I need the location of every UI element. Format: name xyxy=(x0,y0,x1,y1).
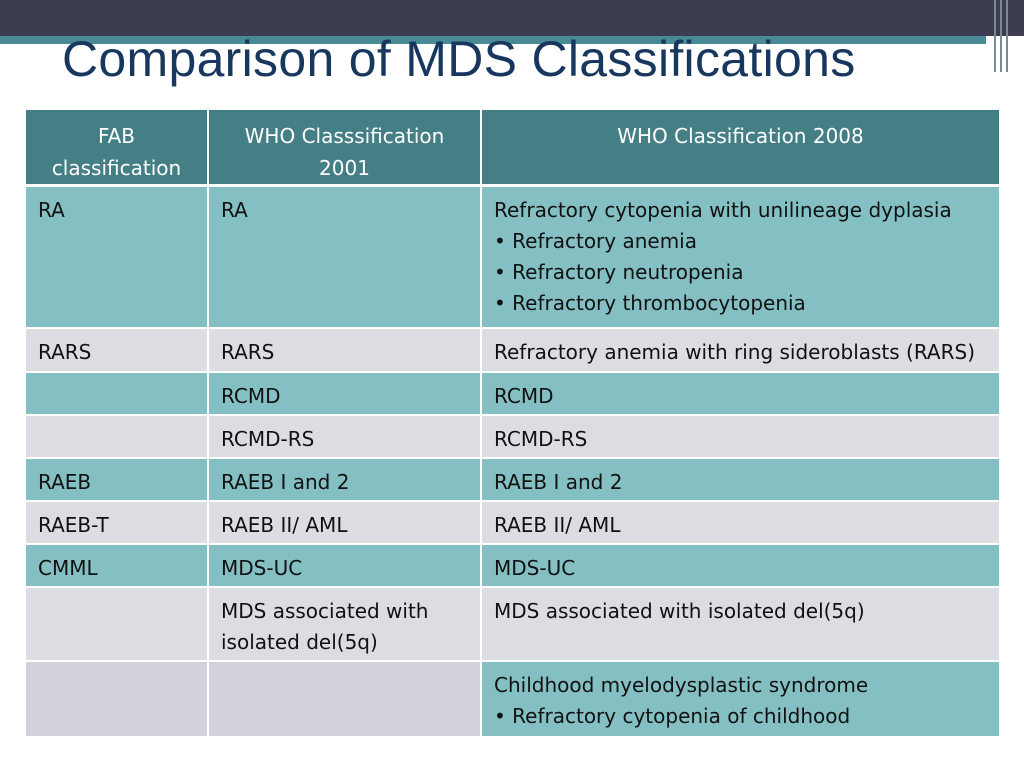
table-row: RAEB-T RAEB II/ AML RAEB II/ AML xyxy=(26,500,999,545)
cell-fab: RA xyxy=(26,185,209,329)
header-who-2001: WHO Classsification 2001 xyxy=(208,110,482,187)
cell-fab: RAEB xyxy=(26,457,209,502)
cell-who-2008: MDS associated with isolated del(5q) xyxy=(481,586,999,662)
bullet-item: • Refractory cytopenia of childhood xyxy=(494,703,851,728)
top-bar xyxy=(0,0,986,36)
cell-who-2001: RA xyxy=(208,185,482,329)
cell-fab: RARS xyxy=(26,327,209,373)
decorative-stripes xyxy=(986,0,1024,72)
cell-who-2001: RAEB I and 2 xyxy=(208,457,482,502)
cell-who-2001: MDS-UC xyxy=(208,543,482,588)
cell-who-2008: Childhood myelodysplastic syndrome • Ref… xyxy=(481,660,999,738)
slide-title: Comparison of MDS Classifications xyxy=(62,31,856,87)
cell-who-2001: RAEB II/ AML xyxy=(208,500,482,545)
cell-fab: CMML xyxy=(26,543,209,588)
cell-who-2008: MDS-UC xyxy=(481,543,999,588)
cell-fab xyxy=(26,660,209,738)
cell-who-2008: RCMD-RS xyxy=(481,414,999,459)
bullet-item: • Refractory neutropenia xyxy=(494,260,744,284)
cell-who-2001: RCMD-RS xyxy=(208,414,482,459)
table-row: CMML MDS-UC MDS-UC xyxy=(26,543,999,588)
table-row: RCMD RCMD xyxy=(26,371,999,416)
table-row: RARS RARS Refractory anemia with ring si… xyxy=(26,327,999,373)
cell-main-text: Refractory cytopenia with unilineage dyp… xyxy=(494,198,952,222)
cell-who-2008: RCMD xyxy=(481,371,999,416)
table-row: Childhood myelodysplastic syndrome • Ref… xyxy=(26,660,999,738)
cell-who-2008: RAEB II/ AML xyxy=(481,500,999,545)
table-row: RA RA Refractory cytopenia with unilinea… xyxy=(26,185,999,329)
cell-fab: RAEB-T xyxy=(26,500,209,545)
cell-fab xyxy=(26,586,209,662)
header-fab: FAB classification xyxy=(26,110,209,187)
cell-fab xyxy=(26,371,209,416)
comparison-table: FAB classification WHO Classsification 2… xyxy=(26,110,999,738)
cell-who-2008: RAEB I and 2 xyxy=(481,457,999,502)
table-header-row: FAB classification WHO Classsification 2… xyxy=(26,110,999,187)
header-who-2008: WHO Classification 2008 xyxy=(481,110,999,187)
accent-line xyxy=(0,36,986,44)
table-row: RCMD-RS RCMD-RS xyxy=(26,414,999,459)
cell-who-2001 xyxy=(208,660,482,738)
cell-fab xyxy=(26,414,209,459)
cell-who-2001: RARS xyxy=(208,327,482,373)
bullet-item: • Refractory anemia xyxy=(494,229,697,253)
cell-who-2001: MDS associated with isolated del(5q) xyxy=(208,586,482,662)
table-row: MDS associated with isolated del(5q) MDS… xyxy=(26,586,999,662)
cell-who-2001: RCMD xyxy=(208,371,482,416)
cell-who-2008: Refractory anemia with ring sideroblasts… xyxy=(481,327,999,373)
table-row: RAEB RAEB I and 2 RAEB I and 2 xyxy=(26,457,999,502)
cell-main-text: Childhood myelodysplastic syndrome xyxy=(494,672,869,697)
bullet-item: • Refractory thrombocytopenia xyxy=(494,291,806,315)
cell-who-2008: Refractory cytopenia with unilineage dyp… xyxy=(481,185,999,329)
